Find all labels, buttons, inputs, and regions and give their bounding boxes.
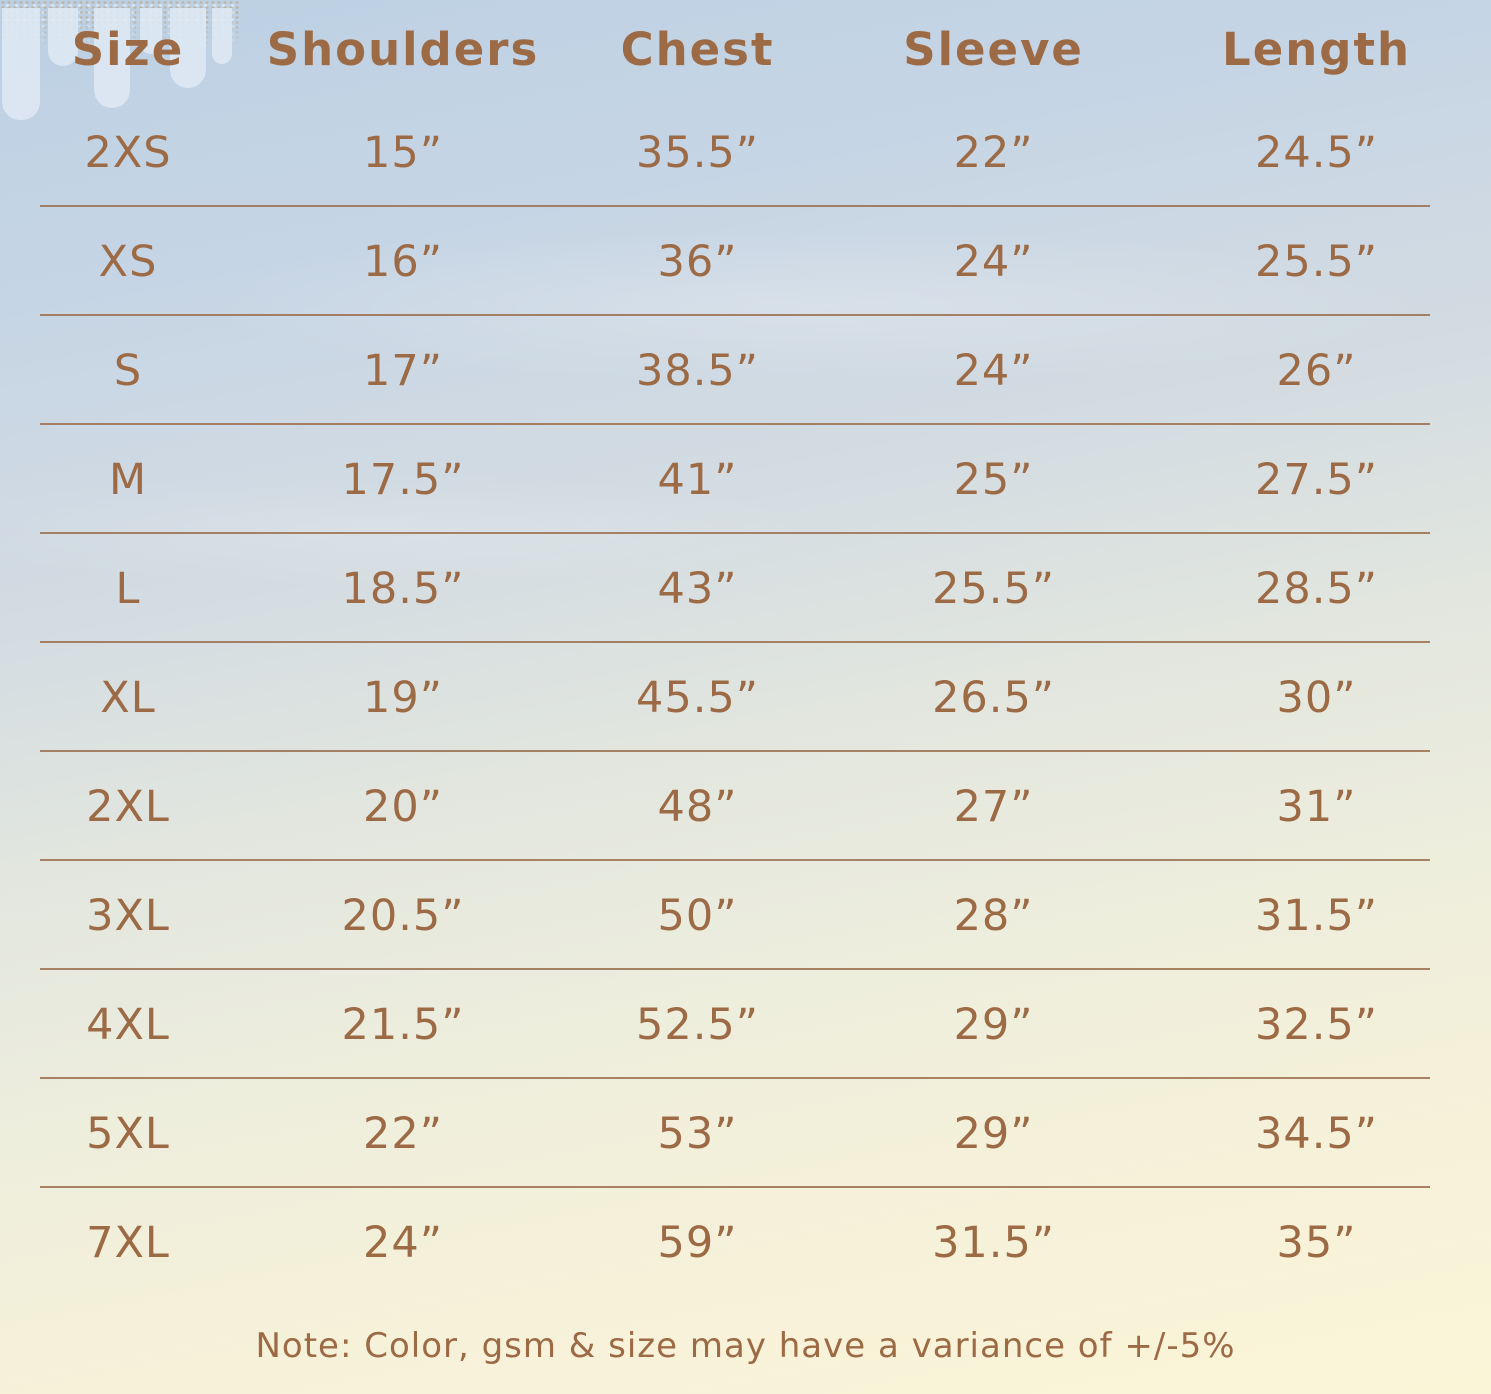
shoulders-cell: 15” [363,127,443,178]
sleeve-cell: 24” [953,236,1034,287]
length-cell: 24.5” [1255,127,1379,178]
chest-cell: 38.5” [636,345,760,396]
chest-cell: 52.5” [636,999,760,1050]
table-row-xs: XS 16” 36” 24” 25.5” [0,207,1491,316]
table-row-4xl: 4XL 21.5” 52.5” 29” 32.5” [0,970,1491,1079]
shoulders-cell: 17” [363,345,443,396]
table-row-7xl: 7XL 24” 59” 31.5” 35” [0,1188,1491,1297]
table-row-2xl: 2XL 20” 48” 27” 31” [0,752,1491,861]
column-header-chest: Chest [620,22,775,76]
shoulders-cell: 20.5” [341,890,465,941]
shoulders-cell: 22” [363,1108,443,1159]
sleeve-cell: 22” [953,127,1034,178]
size-cell: M [108,454,148,505]
length-cell: 26” [1276,345,1357,396]
size-cell: L [115,563,141,614]
size-cell: XL [100,672,156,723]
size-cell: 2XS [84,127,172,178]
table-row-s: S 17” 38.5” 24” 26” [0,316,1491,425]
chest-cell: 35.5” [636,127,760,178]
table-row-xl: XL 19” 45.5” 26.5” 30” [0,643,1491,752]
sleeve-cell: 27” [953,781,1034,832]
sleeve-cell: 31.5” [932,1217,1056,1268]
length-cell: 34.5” [1255,1108,1379,1159]
shoulders-cell: 16” [363,236,443,287]
sleeve-cell: 29” [953,999,1034,1050]
table-row-5xl: 5XL 22” 53” 29” 34.5” [0,1079,1491,1188]
shoulders-cell: 21.5” [341,999,465,1050]
shoulders-cell: 18.5” [341,563,465,614]
length-cell: 35” [1276,1217,1357,1268]
length-cell: 31” [1276,781,1357,832]
shoulders-cell: 17.5” [341,454,465,505]
size-cell: S [113,345,143,396]
chest-cell: 53” [657,1108,738,1159]
size-cell: 5XL [86,1108,170,1159]
sleeve-cell: 28” [953,890,1034,941]
table-row-m: M 17.5” 41” 25” 27.5” [0,425,1491,534]
table-row-2xs: 2XS 15” 35.5” 22” 24.5” [0,98,1491,207]
length-cell: 31.5” [1255,890,1379,941]
sleeve-cell: 26.5” [932,672,1056,723]
size-chart-table: Size Shoulders Chest Sleeve Length 2XS 1… [0,0,1491,1297]
length-cell: 30” [1276,672,1357,723]
size-cell: XS [98,236,158,287]
chest-cell: 43” [657,563,738,614]
table-header-row: Size Shoulders Chest Sleeve Length [0,0,1491,98]
size-cell: 2XL [86,781,170,832]
shoulders-cell: 19” [363,672,443,723]
size-cell: 4XL [86,999,170,1050]
shoulders-cell: 24” [363,1217,443,1268]
length-cell: 28.5” [1255,563,1379,614]
size-cell: 3XL [86,890,170,941]
chest-cell: 41” [657,454,738,505]
chest-cell: 45.5” [636,672,760,723]
shoulders-cell: 20” [363,781,443,832]
table-row-l: L 18.5” 43” 25.5” 28.5” [0,534,1491,643]
size-cell: 7XL [86,1217,170,1268]
column-header-size: Size [71,22,185,76]
length-cell: 25.5” [1255,236,1379,287]
sleeve-cell: 24” [953,345,1034,396]
length-cell: 27.5” [1255,454,1379,505]
length-cell: 32.5” [1255,999,1379,1050]
column-header-length: Length [1222,22,1412,76]
column-header-sleeve: Sleeve [903,22,1084,76]
note-text: Note: Color, gsm & size may have a varia… [255,1325,1236,1366]
sleeve-cell: 25.5” [932,563,1056,614]
chest-cell: 36” [657,236,738,287]
sleeve-cell: 29” [953,1108,1034,1159]
chest-cell: 48” [657,781,738,832]
chest-cell: 50” [657,890,738,941]
chest-cell: 59” [657,1217,738,1268]
column-header-shoulders: Shoulders [266,22,540,76]
sleeve-cell: 25” [953,454,1034,505]
table-row-3xl: 3XL 20.5” 50” 28” 31.5” [0,861,1491,970]
